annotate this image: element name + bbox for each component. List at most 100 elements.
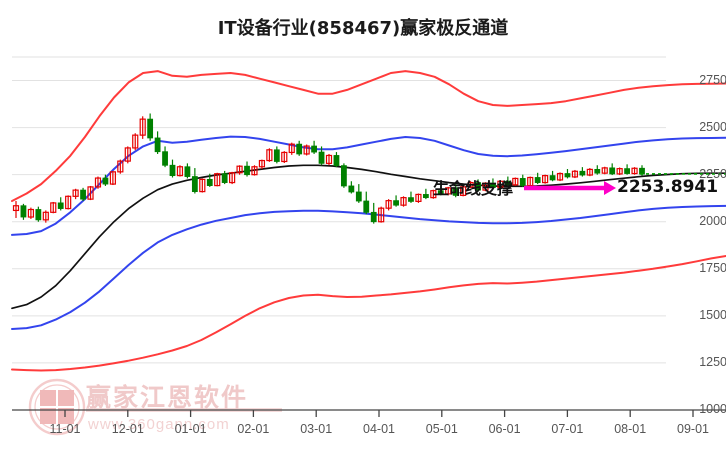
candle-body-up — [124, 147, 131, 162]
current-price-label: 2253.8941 — [617, 177, 719, 197]
band-line — [11, 70, 726, 202]
x-axis-tick-label: 07-01 — [551, 422, 584, 436]
candle-body-up — [117, 160, 124, 173]
candle-body-down — [504, 180, 511, 186]
candle-body-up — [601, 167, 608, 174]
candle-body-down — [35, 209, 42, 221]
candle-body-up — [27, 208, 35, 218]
candle-body-down — [296, 143, 303, 155]
candle-body-down — [437, 190, 444, 195]
candle-body-down — [102, 177, 109, 185]
x-axis-tick-label: 05-01 — [425, 422, 458, 436]
candle-body-down — [333, 155, 340, 167]
candle-body-up — [72, 189, 79, 197]
candle-body-down — [490, 182, 496, 188]
candle-body-down — [355, 191, 362, 202]
band-line — [11, 255, 726, 372]
candle-body-up — [258, 159, 266, 168]
candle-body-down — [475, 182, 481, 191]
candle-body-up — [109, 171, 116, 185]
candle-body-up — [527, 176, 534, 187]
candle-body-down — [624, 168, 630, 174]
x-axis-tick-label: 02-01 — [237, 422, 270, 436]
candle-body-down — [579, 170, 586, 176]
y-axis-tick-label: 2500 — [699, 119, 726, 134]
x-axis-tick-label: 08-01 — [614, 422, 647, 436]
candle-body-down — [206, 178, 213, 186]
candle-body-down — [564, 173, 571, 178]
candle-body-up — [512, 177, 519, 186]
y-axis-tick-label: 1500 — [699, 307, 726, 322]
candle-body-up — [400, 197, 407, 206]
candle-body-down — [184, 166, 191, 177]
y-axis-tick-label: 2250 — [699, 166, 726, 181]
chart-title: IT设备行业(858467)赢家极反通道 — [217, 18, 509, 39]
candle-body-up — [415, 193, 422, 203]
candle-body-up — [139, 118, 146, 136]
candle-body-up — [65, 195, 72, 210]
candle-body-up — [460, 186, 467, 196]
candle-body-down — [370, 211, 377, 223]
candle-body-up — [176, 166, 184, 177]
candle-body-down — [154, 137, 161, 153]
candle-body-down — [549, 175, 556, 181]
candle-body-up — [631, 167, 638, 175]
band-line — [11, 204, 726, 330]
candle-body-down — [57, 202, 64, 209]
candle-body-up — [214, 173, 221, 187]
candle-body-down — [80, 189, 86, 200]
candle-body-down — [221, 173, 228, 183]
candle-body-up — [12, 205, 20, 212]
candle-body-up — [281, 151, 288, 163]
candle-body-down — [422, 194, 429, 199]
candle-body-up — [288, 143, 295, 154]
y-axis-tick-label: 2750 — [699, 72, 726, 87]
candle-body-down — [408, 197, 414, 202]
candle-body-down — [311, 145, 317, 153]
candle-body-down — [169, 164, 176, 177]
candle-body-up — [42, 211, 49, 221]
candle-body-up — [229, 172, 236, 184]
candle-body-up — [266, 149, 273, 162]
y-axis-tick-label: 2000 — [699, 213, 726, 228]
band-line — [11, 135, 726, 236]
candle-body-up — [94, 177, 102, 188]
x-axis-tick-label: 12-01 — [111, 422, 144, 436]
candle-body-down — [609, 167, 616, 175]
candlestick-series — [12, 113, 645, 224]
band-line — [11, 164, 726, 310]
candle-body-up — [325, 154, 333, 164]
candle-body-up — [497, 180, 504, 189]
candle-body-down — [273, 149, 280, 162]
candle-body-down — [393, 200, 399, 206]
candle-body-down — [594, 168, 601, 174]
x-axis-tick-label: 06-01 — [488, 422, 521, 436]
candle-body-up — [385, 200, 392, 209]
candle-body-up — [616, 168, 623, 175]
candle-body-up — [236, 165, 243, 174]
candle-body-up — [556, 172, 564, 181]
candle-body-down — [20, 205, 27, 218]
candle-body-up — [199, 178, 206, 193]
x-axis-tick-label: 11-01 — [49, 422, 81, 436]
candle-body-up — [50, 202, 57, 213]
candle-body-down — [162, 151, 168, 166]
x-axis-tick-label: 09-01 — [677, 422, 709, 436]
candle-body-down — [244, 165, 250, 176]
x-axis-tick-label: 03-01 — [300, 422, 333, 436]
candle-body-down — [534, 177, 541, 183]
support-annotation-label: 生命线支撑 — [433, 179, 514, 198]
candle-body-down — [318, 151, 325, 164]
candle-body-down — [191, 176, 198, 193]
candle-body-up — [251, 166, 258, 176]
candle-body-down — [341, 165, 347, 187]
candle-body-up — [132, 134, 139, 149]
candle-body-up — [542, 175, 549, 184]
support-arrow-icon — [524, 181, 616, 195]
y-axis-tick-label: 1250 — [699, 354, 726, 369]
y-axis-tick-label: 1750 — [699, 260, 726, 275]
candle-body-up — [303, 145, 310, 155]
candle-body-up — [445, 187, 452, 195]
